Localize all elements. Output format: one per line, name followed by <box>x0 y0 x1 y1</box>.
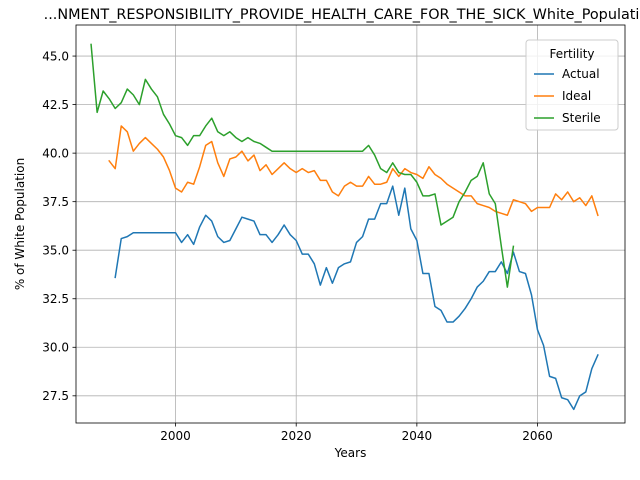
plot-frame <box>75 24 626 424</box>
series-line-sterile <box>90 43 515 288</box>
y-tick-label: 45.0 <box>42 49 69 63</box>
chart-title: ...NMENT_RESPONSIBILITY_PROVIDE_HEALTH_C… <box>44 7 640 23</box>
axis-ticks: 2000 2020 2040 2060 27.5 30.0 32.5 35.0 37.5 40.0… <box>42 49 553 443</box>
legend-label-actual: Actual <box>562 67 600 81</box>
y-tick-label: 42.5 <box>42 98 69 112</box>
y-tick-label: 37.5 <box>42 195 69 209</box>
x-tick-label: 2060 <box>522 429 553 443</box>
y-tick-label: 30.0 <box>42 341 69 355</box>
legend: Fertility Actual Ideal Sterile <box>525 39 619 131</box>
series-line-ideal <box>108 125 599 217</box>
grid <box>76 25 625 423</box>
x-axis-label: Years <box>334 446 367 460</box>
y-tick-label: 27.5 <box>42 389 69 403</box>
legend-label-sterile: Sterile <box>562 111 601 125</box>
series-line-actual <box>114 185 599 411</box>
legend-title: Fertility <box>549 47 594 61</box>
x-tick-label: 2020 <box>281 429 312 443</box>
y-tick-label: 32.5 <box>42 292 69 306</box>
y-axis-label: % of White Population <box>13 158 27 290</box>
series-lines <box>90 43 599 411</box>
legend-box <box>525 39 619 131</box>
y-tick-label: 40.0 <box>42 146 69 160</box>
legend-label-ideal: Ideal <box>562 89 591 103</box>
x-tick-label: 2000 <box>160 429 191 443</box>
y-tick-label: 35.0 <box>42 244 69 258</box>
x-tick-label: 2040 <box>402 429 433 443</box>
